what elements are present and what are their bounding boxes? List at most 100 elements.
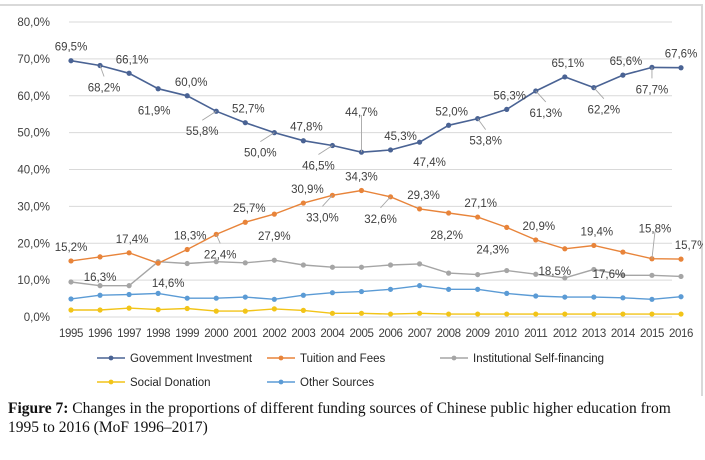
data-point: [387, 311, 394, 317]
x-tick-label: 2009: [466, 328, 490, 340]
data-point: [97, 283, 103, 289]
legend-swatch-marker: [451, 355, 457, 361]
data-point: [126, 250, 132, 256]
x-tick-label: 2005: [349, 328, 373, 340]
data-point: [300, 200, 306, 206]
x-tick-label: 2016: [669, 328, 693, 340]
leader-line: [477, 118, 487, 130]
data-label: 15,8%: [639, 224, 672, 236]
x-tick-label: 1996: [88, 328, 112, 340]
data-label: 19,4%: [581, 226, 614, 238]
chart-frame: 0,0% 10,0% 20,0% 30,0% 40,0% 50,0% 60,0% 70,0% 8…: [0, 4, 703, 396]
y-tick-label: 40,0%: [17, 165, 50, 177]
data-label: 14,6%: [152, 278, 185, 290]
data-label: 65,6%: [610, 56, 643, 68]
legend-item: Institutional Self-financing: [440, 353, 604, 365]
leader-line: [535, 90, 547, 103]
data-point: [387, 286, 394, 292]
data-label: 45,3%: [384, 131, 417, 143]
data-point: [562, 294, 568, 300]
data-point: [649, 272, 655, 278]
data-point: [620, 249, 626, 255]
data-point: [97, 292, 103, 298]
x-tick-label: 2004: [320, 328, 345, 340]
data-label: 62,2%: [588, 105, 621, 117]
data-label: 15,2%: [55, 242, 88, 254]
y-tick-label: 0,0%: [24, 312, 50, 324]
data-point: [271, 257, 277, 263]
leader-line: [593, 87, 605, 99]
data-label: 16,3%: [84, 272, 117, 284]
data-point: [242, 120, 248, 126]
data-point: [155, 307, 161, 313]
y-tick-label: 20,0%: [17, 238, 50, 250]
x-tick-label: 2012: [553, 328, 577, 340]
data-point: [504, 224, 510, 230]
data-label: 67,6%: [665, 49, 698, 61]
data-point: [678, 311, 684, 317]
data-point: [446, 122, 452, 128]
legend-swatch-marker: [108, 355, 114, 361]
data-point: [242, 219, 248, 225]
data-point: [300, 292, 306, 298]
data-point: [562, 275, 568, 281]
data-label: 53,8%: [469, 136, 502, 148]
data-label: 27,9%: [258, 231, 291, 243]
data-label: 61,3%: [529, 108, 562, 120]
legend-item: Other Sources: [267, 377, 374, 389]
x-tick-label: 1998: [146, 328, 170, 340]
data-point: [475, 311, 481, 317]
data-point: [475, 214, 481, 220]
data-label: 69,5%: [55, 42, 88, 54]
x-tick-label: 2003: [291, 328, 315, 340]
data-point: [620, 295, 626, 301]
data-label: 17,6%: [593, 269, 626, 281]
data-point: [329, 264, 336, 270]
data-point: [504, 311, 510, 317]
data-point: [184, 295, 190, 301]
data-point: [475, 286, 481, 292]
line-chart: 0,0% 10,0% 20,0% 30,0% 40,0% 50,0% 60,0% 70,0% 8…: [17, 17, 703, 389]
x-tick-label: 1999: [175, 328, 199, 340]
data-point: [126, 305, 132, 311]
leader-line: [322, 195, 333, 207]
leader-line: [318, 145, 333, 155]
data-label: 32,6%: [364, 214, 397, 226]
x-tick-label: 1997: [117, 328, 141, 340]
data-point: [678, 273, 684, 280]
data-label: 44,7%: [345, 107, 378, 119]
data-label: 22,4%: [204, 249, 237, 261]
data-point: [213, 295, 219, 301]
leader-line: [380, 196, 391, 209]
leader-line: [201, 110, 217, 121]
data-label: 46,5%: [302, 161, 335, 173]
data-point: [678, 256, 684, 262]
data-point: [533, 271, 539, 277]
data-point: [68, 58, 74, 64]
legend-label: Govemment Investment: [130, 353, 253, 365]
data-point: [591, 266, 597, 273]
data-point: [620, 311, 626, 317]
x-tick-label: 2006: [379, 328, 403, 340]
y-tick-label: 70,0%: [17, 54, 50, 66]
data-point: [416, 310, 423, 316]
data-point: [68, 258, 74, 264]
data-label: 24,3%: [476, 244, 509, 256]
data-label: 67,7%: [636, 84, 669, 96]
data-point: [97, 254, 103, 260]
data-point: [620, 72, 626, 78]
data-point: [416, 261, 423, 267]
y-tick-label: 10,0%: [17, 275, 50, 287]
leader-line: [215, 234, 221, 244]
data-point: [416, 206, 423, 212]
series-line-other-sources: [70, 284, 682, 301]
legend-swatch-marker: [108, 379, 114, 385]
data-label: 52,0%: [435, 106, 468, 118]
data-point: [446, 210, 452, 216]
data-point: [533, 293, 539, 299]
legend-item: Tuition and Fees: [267, 353, 385, 365]
legend-item: Social Donation: [97, 377, 211, 389]
data-point: [504, 106, 510, 112]
data-point: [68, 307, 74, 313]
data-label: 61,9%: [138, 106, 171, 118]
